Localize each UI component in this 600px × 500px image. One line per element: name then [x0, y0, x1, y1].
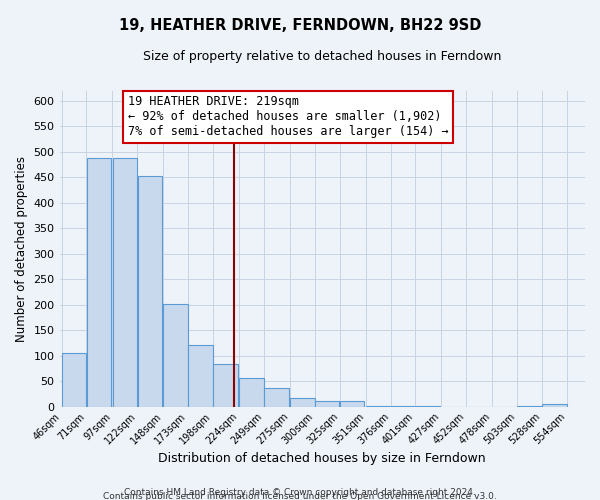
Text: Contains public sector information licensed under the Open Government Licence v3: Contains public sector information licen…	[103, 492, 497, 500]
Bar	[340, 402, 364, 406]
Bar	[163, 304, 188, 406]
Bar	[62, 353, 86, 406]
X-axis label: Distribution of detached houses by size in Ferndown: Distribution of detached houses by size …	[158, 452, 486, 465]
Bar	[290, 398, 314, 406]
Y-axis label: Number of detached properties: Number of detached properties	[15, 156, 28, 342]
Bar	[87, 158, 111, 406]
Text: Contains HM Land Registry data © Crown copyright and database right 2024.: Contains HM Land Registry data © Crown c…	[124, 488, 476, 497]
Bar	[188, 345, 213, 406]
Title: Size of property relative to detached houses in Ferndown: Size of property relative to detached ho…	[143, 50, 502, 63]
Bar	[137, 176, 162, 406]
Bar	[315, 402, 340, 406]
Bar	[264, 388, 289, 406]
Bar	[542, 404, 567, 406]
Bar	[113, 158, 137, 406]
Bar	[239, 378, 263, 406]
Bar	[214, 364, 238, 406]
Text: 19 HEATHER DRIVE: 219sqm
← 92% of detached houses are smaller (1,902)
7% of semi: 19 HEATHER DRIVE: 219sqm ← 92% of detach…	[128, 96, 448, 138]
Text: 19, HEATHER DRIVE, FERNDOWN, BH22 9SD: 19, HEATHER DRIVE, FERNDOWN, BH22 9SD	[119, 18, 481, 32]
